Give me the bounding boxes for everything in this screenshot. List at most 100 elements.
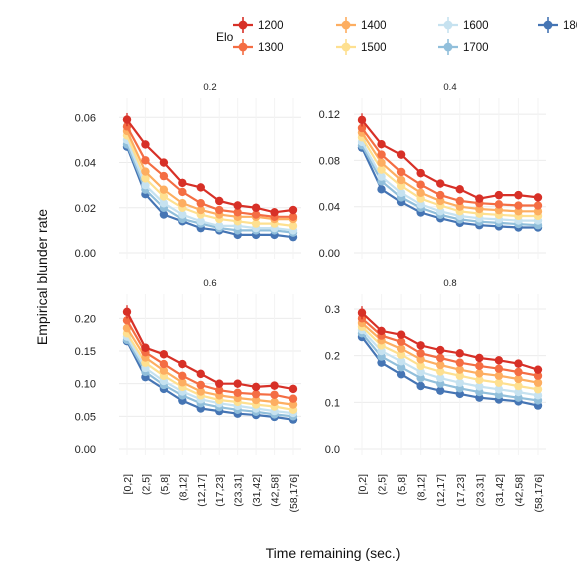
data-point — [251, 382, 261, 392]
data-point — [494, 205, 504, 215]
data-point — [215, 196, 224, 206]
x-axis-title: Time remaining (sec.) — [266, 545, 401, 561]
data-point — [533, 207, 543, 216]
series-line-1200 — [361, 119, 539, 200]
data-point — [533, 391, 543, 400]
data-point — [436, 367, 445, 376]
y-tick-label: 0.00 — [319, 248, 340, 260]
data-point — [141, 156, 150, 165]
data-point — [178, 359, 187, 369]
legend-marker-1300 — [238, 42, 248, 52]
data-point — [494, 356, 504, 365]
data-point — [178, 178, 187, 188]
data-point — [514, 367, 523, 377]
data-point — [178, 187, 187, 197]
data-point — [288, 394, 298, 403]
data-point — [455, 378, 464, 387]
data-point — [475, 369, 484, 378]
legend-entry-1200: 1200 — [233, 17, 284, 33]
data-point — [436, 353, 445, 363]
panel-0.8: 0.8 0.0 0.1 0.2 0.3 [0,2] (2,5] (5,8] (8,12] (12,… — [325, 278, 546, 513]
x-tick-label: (23,31] — [233, 474, 245, 507]
legend-label-1500: 1500 — [361, 42, 387, 54]
series-line-1500 — [361, 325, 539, 391]
data-point — [475, 375, 484, 385]
series-line-1800 — [361, 147, 538, 229]
data-point — [215, 386, 224, 395]
data-point — [196, 217, 205, 226]
data-point — [514, 381, 523, 391]
panel-title: 0.4 — [443, 82, 456, 93]
data-point — [436, 190, 445, 200]
legend-entry-1700: 1700 — [438, 39, 489, 55]
data-point — [251, 395, 261, 405]
data-point — [215, 205, 224, 215]
data-point — [494, 371, 504, 380]
data-point — [436, 207, 445, 216]
legend-label-1200: 1200 — [258, 20, 284, 32]
series-line-1300 — [361, 127, 538, 207]
panels: 0.20.000.020.040.060.40.000.040.080.120.… — [75, 82, 546, 513]
data-point — [159, 359, 169, 369]
data-point — [396, 350, 406, 359]
legend-label-1700: 1700 — [463, 42, 489, 54]
series-line-1600 — [361, 141, 538, 222]
series-line-1300 — [126, 125, 293, 218]
x-tick-label: [0,2] — [122, 474, 134, 495]
data-point — [455, 358, 464, 367]
panel-title: 0.6 — [203, 278, 216, 289]
data-point — [270, 390, 279, 399]
data-point — [533, 371, 543, 380]
data-point — [251, 219, 261, 228]
x-tick-label: (23,31] — [474, 474, 486, 507]
data-point — [288, 384, 298, 394]
data-point — [514, 359, 523, 368]
data-point — [494, 385, 504, 394]
x-tick-label: (17,23] — [214, 474, 226, 507]
data-point — [436, 360, 445, 370]
data-point — [377, 165, 386, 174]
data-point — [396, 344, 406, 353]
data-point — [159, 210, 169, 219]
data-point — [514, 207, 523, 216]
x-tick-label: (12,17] — [435, 474, 447, 507]
data-point — [377, 185, 386, 194]
legend-title: Elo — [216, 30, 234, 44]
legend-entry-1600: 1600 — [438, 17, 489, 33]
data-point — [475, 382, 484, 391]
data-point — [494, 378, 504, 387]
x-tick-label: (5,8] — [396, 474, 408, 495]
data-point — [533, 201, 543, 210]
data-point — [159, 350, 169, 359]
x-tick-label: (42,58] — [513, 474, 525, 507]
data-point — [357, 115, 367, 125]
data-point — [475, 204, 484, 214]
series-1200 — [357, 113, 543, 203]
data-point — [396, 330, 406, 339]
data-point — [514, 374, 523, 384]
data-point — [416, 188, 425, 198]
data-point — [436, 179, 445, 188]
data-point — [475, 361, 484, 371]
y-tick-label: 0.08 — [319, 155, 340, 167]
x-tick-label: (31,42] — [494, 474, 506, 507]
data-point — [141, 140, 150, 149]
data-point — [159, 199, 169, 208]
legend-entry-1500: 1500 — [336, 39, 387, 55]
y-tick-label: 0.00 — [75, 248, 96, 260]
data-point — [178, 199, 187, 208]
data-point — [396, 357, 406, 366]
legend-marker-1800 — [543, 20, 553, 30]
data-point — [416, 180, 425, 189]
legend-marker-1500 — [341, 42, 351, 52]
data-point — [159, 185, 169, 194]
data-point — [159, 158, 169, 167]
y-tick-label: 0.04 — [75, 158, 96, 170]
series-line-1400 — [361, 131, 538, 213]
data-point — [436, 196, 445, 206]
x-tick-label: (2,5] — [140, 474, 152, 495]
legend-marker-1400 — [341, 20, 351, 30]
x-tick-label: [0,2] — [357, 474, 369, 495]
data-point — [416, 361, 425, 371]
